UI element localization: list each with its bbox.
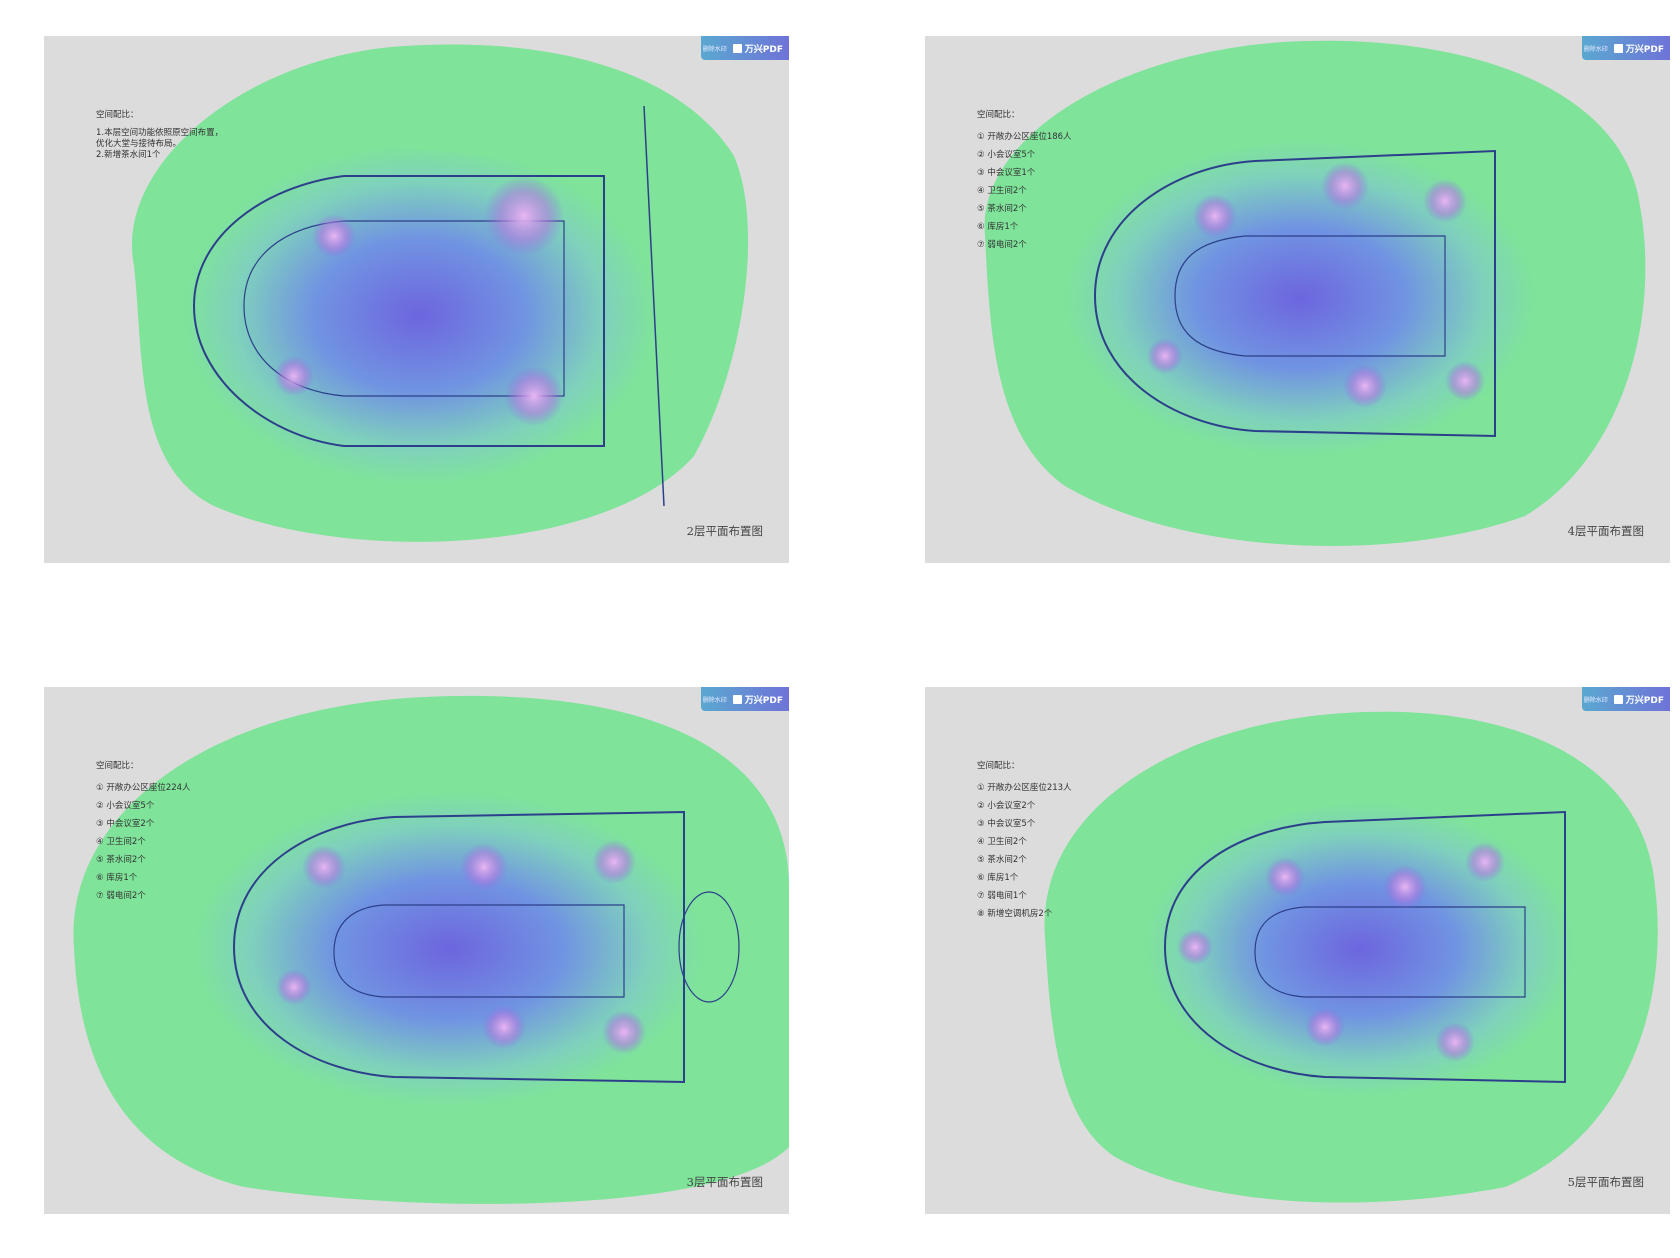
legend-item: ② 小会议室5个	[977, 150, 1036, 160]
legend-item: ④ 卫生间2个	[977, 186, 1027, 196]
floor-caption: 2层平面布置图	[686, 524, 763, 538]
floor-caption: 5层平面布置图	[1567, 1175, 1644, 1189]
legend-item: ③ 中会议室1个	[977, 168, 1036, 178]
floor-plan-panel-2f: 删除水印 万兴PDF 空间配比： 1.本层空间功能依照原空间布置， 优化大堂与接…	[44, 36, 789, 563]
space-ratio-legend: 空间配比： ① 开敞办公区座位224人 ② 小会议室5个 ③ 中会议室2个 ④ …	[96, 757, 191, 905]
watermark-brand: 万兴PDF	[1625, 695, 1664, 706]
legend-item: 1.本层空间功能依照原空间布置，	[96, 128, 224, 138]
watermark-remove-label: 删除水印	[1583, 45, 1608, 53]
legend-item: ⑤ 茶水间2个	[977, 855, 1027, 865]
legend-item: ⑧ 新增空调机房2个	[977, 909, 1053, 919]
legend-item: ② 小会议室5个	[96, 801, 155, 811]
wifi-heatmap	[1044, 711, 1658, 1203]
legend-item: ③ 中会议室2个	[96, 819, 155, 829]
pdf-logo-icon	[1613, 43, 1623, 53]
floor-plan-panel-4f: 删除水印 万兴PDF 空间配比： ① 开敞办公区座位186人 ② 小会议室5个 …	[925, 36, 1670, 563]
legend-item: ④ 卫生间2个	[977, 837, 1027, 847]
legend-item: ⑤ 茶水间2个	[96, 855, 146, 865]
legend-item: 2.新增茶水间1个	[96, 150, 161, 160]
legend-item: ④ 卫生间2个	[96, 837, 146, 847]
legend-title: 空间配比：	[977, 761, 1020, 771]
wifi-heatmap	[984, 40, 1646, 546]
legend-item: 优化大堂与接待布局。	[96, 139, 182, 149]
legend-item: ① 开敞办公区座位224人	[96, 783, 191, 793]
legend-title: 空间配比：	[977, 110, 1020, 120]
watermark-remove-label: 删除水印	[1583, 696, 1608, 704]
watermark-brand: 万兴PDF	[1625, 44, 1664, 55]
wifi-heatmap	[73, 695, 789, 1204]
legend-item: ⑦ 弱电间2个	[977, 240, 1027, 250]
legend-item: ⑦ 弱电间2个	[96, 891, 146, 901]
space-ratio-legend: 空间配比： 1.本层空间功能依照原空间布置， 优化大堂与接待布局。 2.新增茶水…	[96, 106, 223, 161]
watermark-badge[interactable]: 删除水印 万兴PDF	[1582, 687, 1670, 711]
legend-item: ⑤ 茶水间2个	[977, 204, 1027, 214]
legend-item: ③ 中会议室5个	[977, 819, 1036, 829]
legend-item: ⑦ 弱电间1个	[977, 891, 1027, 901]
legend-item: ① 开敞办公区座位213人	[977, 783, 1072, 793]
floor-caption: 3层平面布置图	[686, 1175, 763, 1189]
watermark-brand: 万兴PDF	[744, 44, 783, 55]
legend-title: 空间配比：	[96, 761, 139, 771]
watermark-badge[interactable]: 删除水印 万兴PDF	[1582, 36, 1670, 60]
legend-item: ② 小会议室2个	[977, 801, 1036, 811]
wifi-heatmap	[131, 44, 749, 542]
watermark-badge[interactable]: 删除水印 万兴PDF	[701, 687, 789, 711]
space-ratio-legend: 空间配比： ① 开敞办公区座位186人 ② 小会议室5个 ③ 中会议室1个 ④ …	[977, 106, 1072, 254]
pdf-logo-icon	[732, 694, 742, 704]
watermark-remove-label: 删除水印	[702, 696, 727, 704]
legend-item: ⑥ 库房1个	[977, 873, 1019, 883]
floor-caption: 4层平面布置图	[1567, 524, 1644, 538]
pdf-logo-icon	[1613, 694, 1623, 704]
legend-item: ⑥ 库房1个	[977, 222, 1019, 232]
watermark-brand: 万兴PDF	[744, 695, 783, 706]
legend-title: 空间配比：	[96, 110, 139, 120]
legend-item: ① 开敞办公区座位186人	[977, 132, 1072, 142]
pdf-logo-icon	[732, 43, 742, 53]
watermark-remove-label: 删除水印	[702, 45, 727, 53]
space-ratio-legend: 空间配比： ① 开敞办公区座位213人 ② 小会议室2个 ③ 中会议室5个 ④ …	[977, 757, 1072, 923]
floor-plan-panel-3f: 删除水印 万兴PDF 空间配比： ① 开敞办公区座位224人 ② 小会议室5个 …	[44, 687, 789, 1214]
floor-plan-panel-5f: 删除水印 万兴PDF 空间配比： ① 开敞办公区座位213人 ② 小会议室2个 …	[925, 687, 1670, 1214]
watermark-badge[interactable]: 删除水印 万兴PDF	[701, 36, 789, 60]
legend-item: ⑥ 库房1个	[96, 873, 138, 883]
